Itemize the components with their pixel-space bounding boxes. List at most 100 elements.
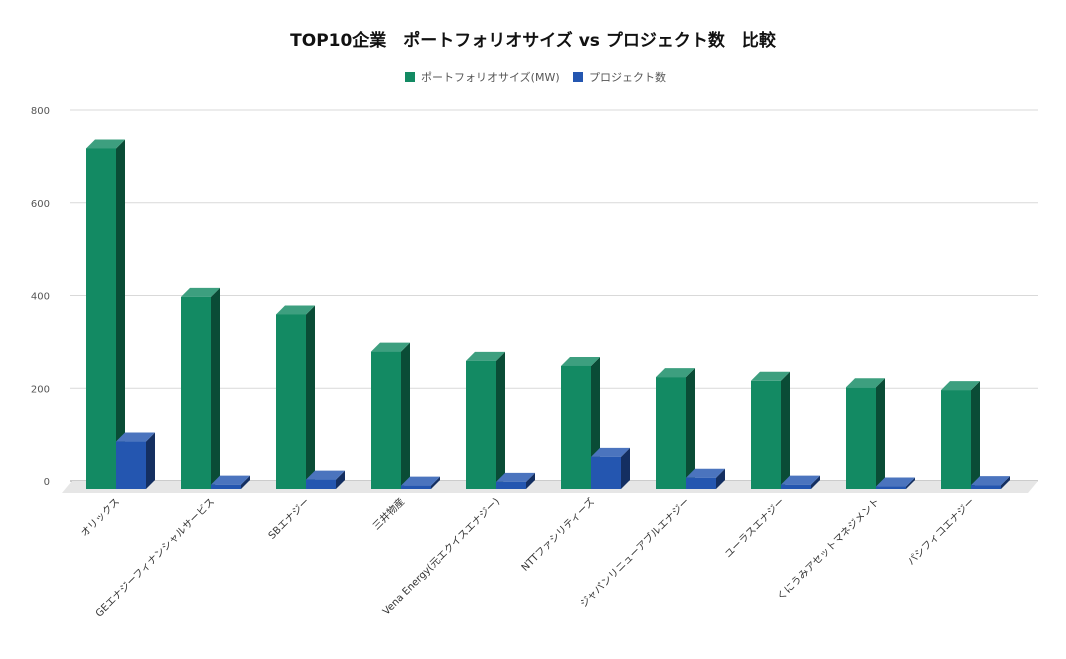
bar-side <box>431 476 440 489</box>
bar-front <box>561 365 591 489</box>
y-tick-label: 800 <box>31 106 50 117</box>
bar-top <box>686 468 725 478</box>
bar-front <box>496 481 526 489</box>
bar-side <box>686 368 695 489</box>
bar-front <box>466 360 496 489</box>
bar-front <box>846 387 876 489</box>
bar-top <box>751 371 790 381</box>
bar-top <box>876 477 915 487</box>
bar-side <box>971 381 980 489</box>
bar-portfolio <box>941 381 980 489</box>
legend-label-portfolio: ポートフォリオサイズ(MW) <box>421 70 560 84</box>
bar-side <box>716 468 725 489</box>
bar-side <box>401 342 410 489</box>
bar-side <box>241 475 250 489</box>
category-label: オリックス <box>78 496 122 540</box>
chart-title: TOP10企業 ポートフォリオサイズ vs プロジェクト数 比較 <box>290 30 777 51</box>
legend-swatch-projects <box>573 72 583 82</box>
bar-side <box>876 378 885 489</box>
bar-projects <box>876 477 915 489</box>
bar-top <box>941 381 980 391</box>
bar-front <box>876 486 906 489</box>
bar-side <box>906 477 915 489</box>
category-label: SBエナジー <box>266 496 312 542</box>
bar-front <box>116 441 146 489</box>
bar-top <box>401 476 440 486</box>
bar-side <box>211 287 220 489</box>
bar-top <box>181 287 220 297</box>
bar-portfolio <box>181 287 220 489</box>
bar-top <box>846 378 885 388</box>
bar-front <box>686 477 716 489</box>
bar-front <box>971 485 1001 489</box>
bar-side <box>146 432 155 489</box>
bar-front <box>211 484 241 489</box>
y-tick-label: 0 <box>44 477 50 488</box>
bar-front <box>591 456 621 489</box>
bar-side <box>336 470 345 489</box>
bar-front <box>401 485 431 489</box>
bar-top <box>656 368 695 378</box>
bar-front <box>941 390 971 489</box>
bar-projects <box>971 476 1010 489</box>
bars <box>86 139 1010 489</box>
bar-top <box>496 472 535 482</box>
bar-top <box>306 470 345 480</box>
bar-projects <box>306 470 345 489</box>
bar-projects <box>211 475 250 489</box>
bar-top <box>971 476 1010 486</box>
bar-side <box>781 371 790 489</box>
bar-side <box>116 139 125 489</box>
bar-projects <box>781 475 820 489</box>
category-label: NTTファシリティーズ <box>518 495 597 574</box>
bar-front <box>656 377 686 489</box>
bar-projects <box>401 476 440 489</box>
category-label: 三井物産 <box>370 495 407 532</box>
y-tick-label: 400 <box>31 292 50 303</box>
bar-front <box>276 314 306 489</box>
bar-side <box>621 447 630 489</box>
bar-projects <box>686 468 725 489</box>
bar-top <box>466 351 505 361</box>
bar-portfolio <box>846 378 885 489</box>
category-label: ユーラスエナジー <box>722 496 787 561</box>
category-label: Vena Energy(元エクイスエナジー) <box>380 496 502 618</box>
bar-front <box>371 351 401 489</box>
bar-front <box>781 484 811 489</box>
y-tick-label: 600 <box>31 199 50 210</box>
legend-label-projects: プロジェクト数 <box>589 71 666 84</box>
bar-front <box>306 479 336 489</box>
bar-projects <box>116 432 155 489</box>
bar-portfolio <box>276 305 315 489</box>
bar-top <box>86 139 125 149</box>
bar-side <box>1001 476 1010 489</box>
bar-portfolio <box>371 342 410 489</box>
bar-side <box>306 305 315 489</box>
bar-side <box>526 472 535 489</box>
bar-top <box>561 356 600 366</box>
bar-top <box>116 432 155 442</box>
bar-top <box>211 475 250 485</box>
bar-portfolio <box>86 139 125 489</box>
category-label: ジャパンリニューアブルエナジー <box>577 495 692 610</box>
bar-front <box>86 148 116 489</box>
bar-top <box>276 305 315 315</box>
legend: ポートフォリオサイズ(MW) プロジェクト数 <box>405 70 666 84</box>
bar-portfolio <box>466 351 505 489</box>
bar-side <box>811 475 820 489</box>
bar-portfolio <box>656 368 695 489</box>
category-label: くにうみアセットマネジメント <box>775 496 882 603</box>
bar-top <box>591 447 630 457</box>
bar-portfolio <box>751 371 790 489</box>
legend-swatch-portfolio <box>405 72 415 82</box>
category-label: パシフィコエナジー <box>905 496 977 568</box>
bar-top <box>371 342 410 352</box>
y-tick-label: 200 <box>31 384 50 395</box>
bar-side <box>496 351 505 489</box>
bar-front <box>751 380 781 489</box>
bar-projects <box>591 447 630 489</box>
bar-projects <box>496 472 535 489</box>
bar-top <box>781 475 820 485</box>
